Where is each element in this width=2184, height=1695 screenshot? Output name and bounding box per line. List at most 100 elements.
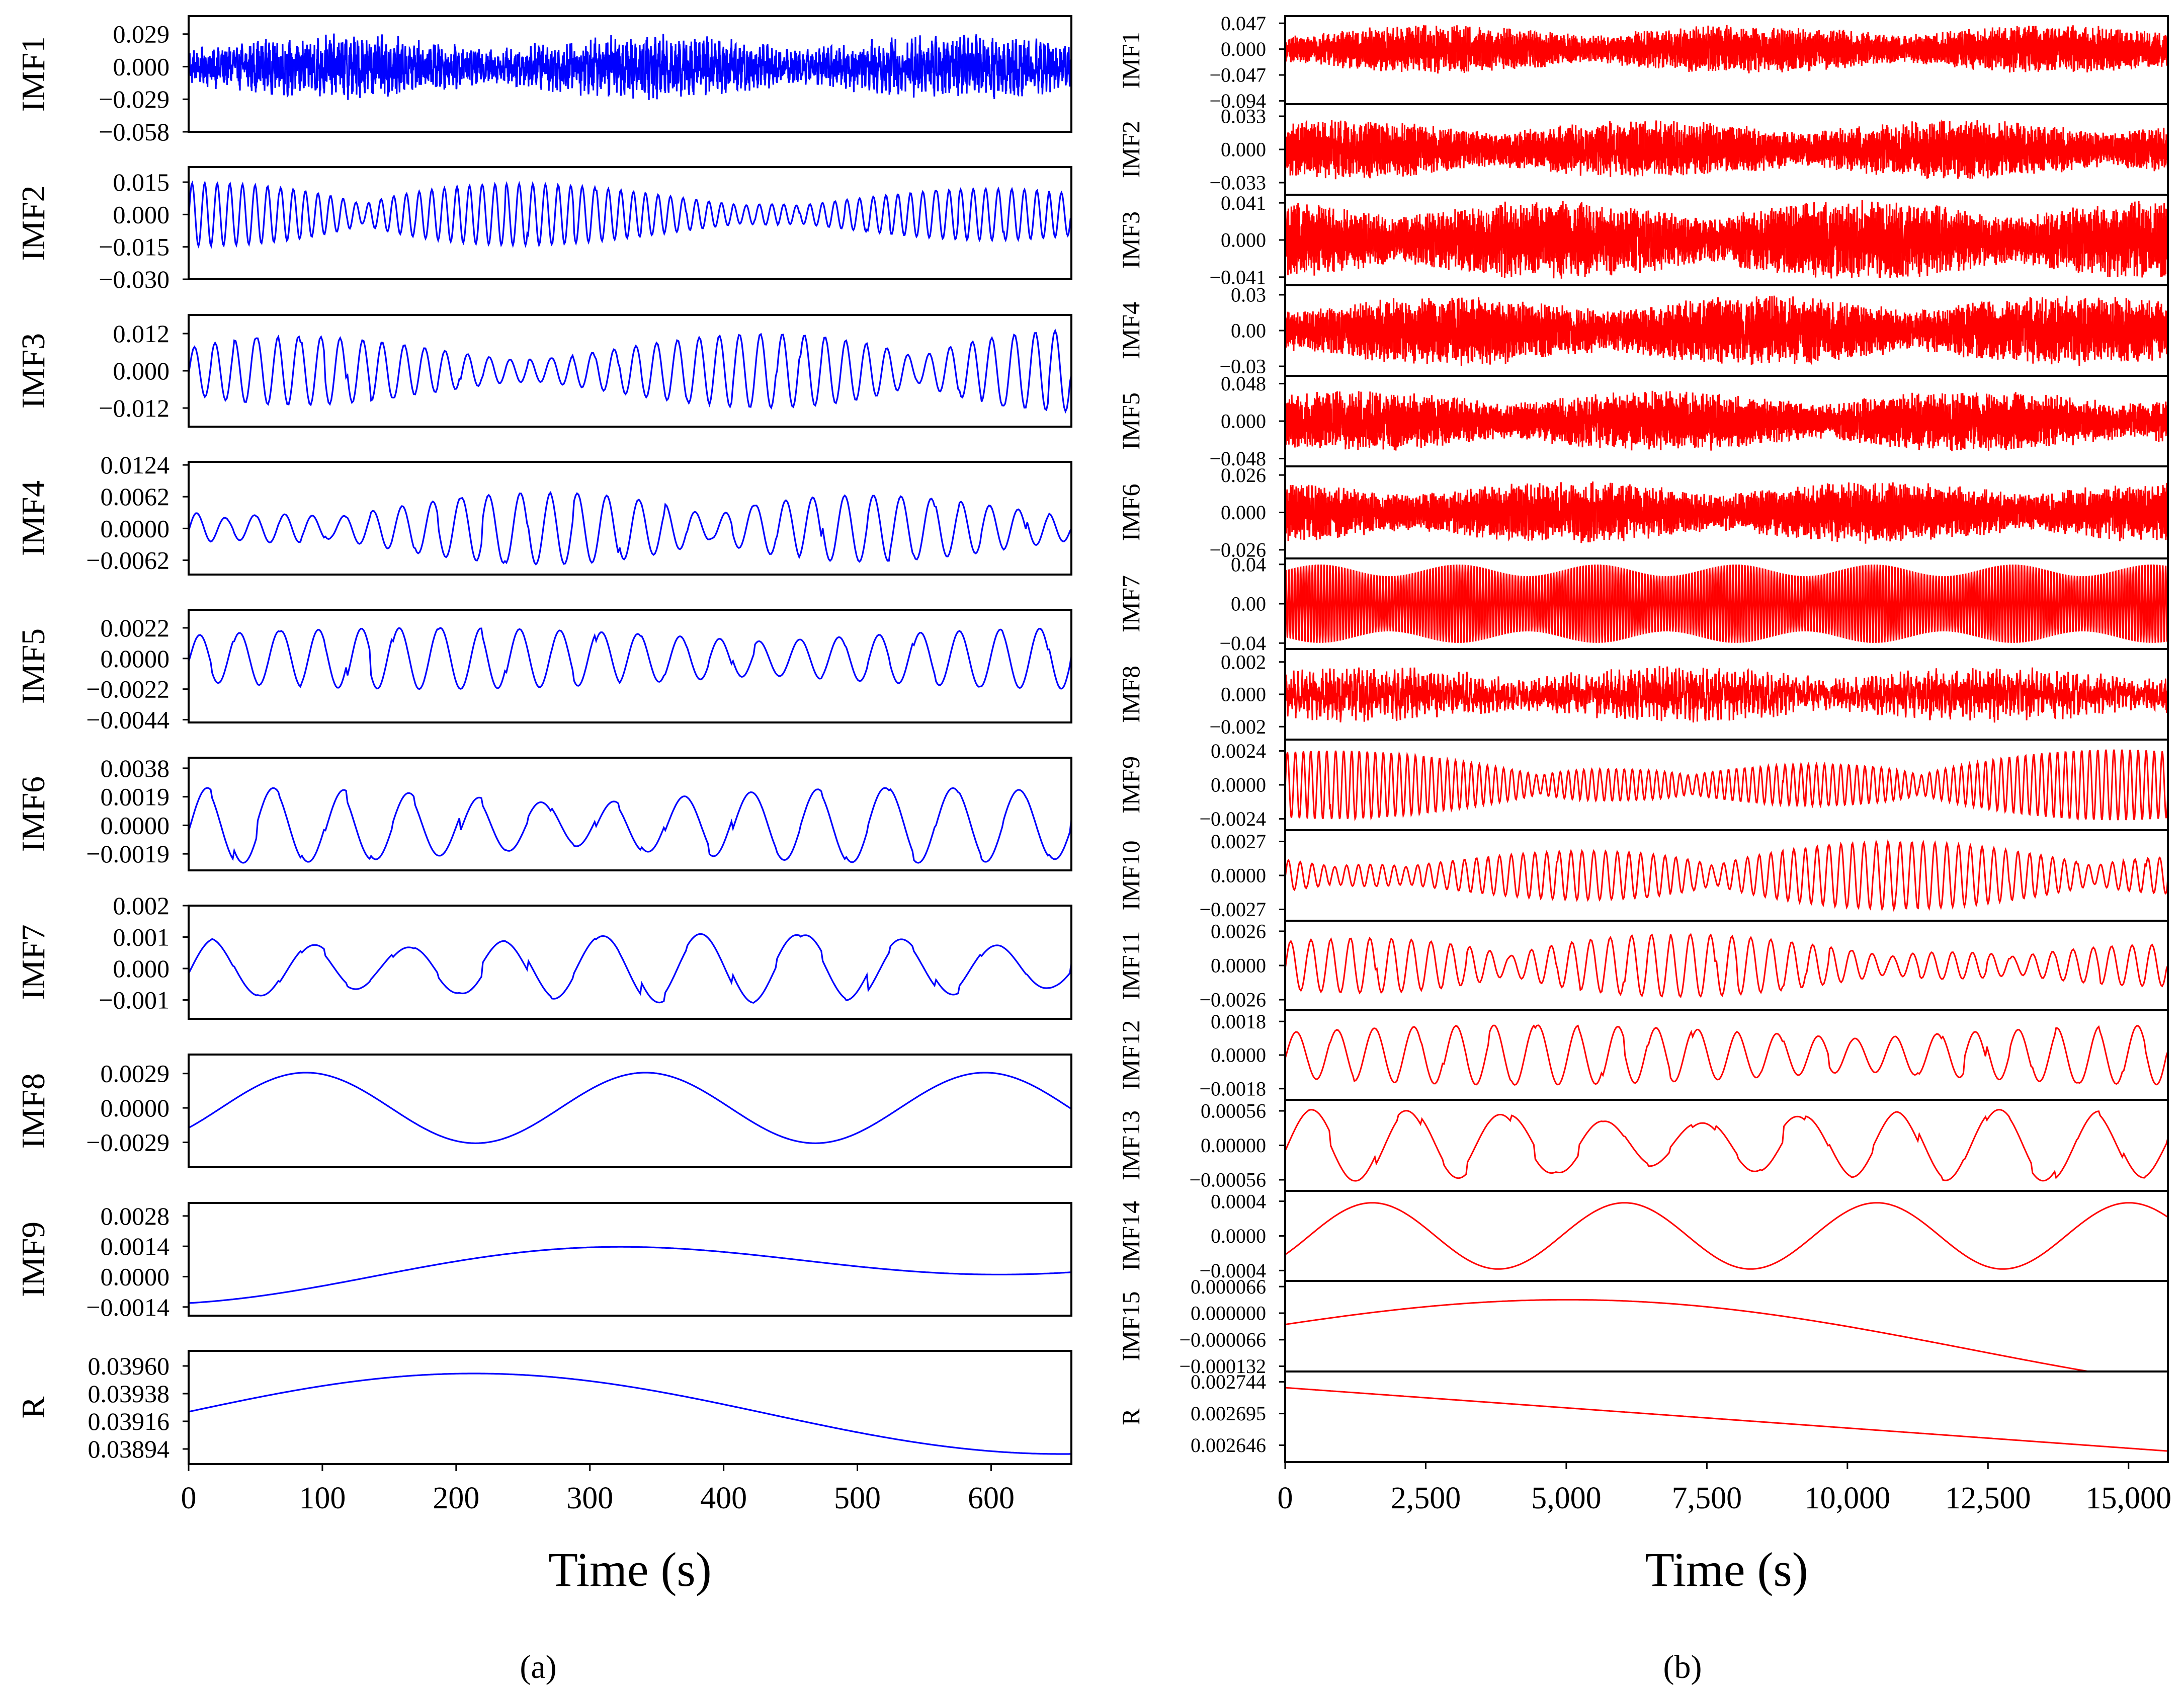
panel-frame — [1284, 1009, 2169, 1101]
x-tick-label: 15,000 — [2086, 1481, 2172, 1515]
series-line-imf6 — [189, 787, 1071, 864]
x-tick-label: 0 — [1278, 1481, 1293, 1515]
panel-frame — [188, 1350, 1072, 1465]
panel-label-imf5: IMF5 — [15, 628, 52, 704]
y-tick-label: −0.094 — [1209, 90, 1266, 112]
panel-imf8: 0.0029 0.0000 −0.0029 IMF8 — [15, 1054, 1072, 1168]
panel-label-imf1: IMF1 — [1117, 32, 1145, 89]
panel-label-r: R — [15, 1396, 52, 1418]
y-tick-label: 0.000 — [1221, 138, 1266, 161]
series-line-imf11 — [1285, 933, 2168, 998]
series-line-imf4 — [1285, 295, 2168, 366]
y-tick-label: −0.0026 — [1199, 989, 1266, 1011]
panel-frame — [188, 905, 1072, 1020]
x-tick-label: 0 — [181, 1481, 197, 1515]
y-tick-label: 0.04 — [1231, 553, 1266, 576]
panel-imf5: 0.048 0.000 −0.048 IMF5 — [1117, 372, 2169, 470]
y-tick-label: 0.048 — [1221, 372, 1266, 395]
y-tick-label: 0.012 — [113, 319, 170, 348]
panel-imf2: 0.015 0.000 −0.015 −0.030 IMF2 — [15, 166, 1072, 293]
series-line-imf3 — [189, 328, 1071, 414]
y-tick-label: 0.015 — [113, 168, 170, 196]
series-line-imf8 — [1285, 666, 2168, 723]
panel-label-imf4: IMF4 — [1117, 302, 1145, 359]
y-tick-label: −0.048 — [1209, 447, 1266, 470]
y-tick-label: −0.0022 — [86, 675, 170, 703]
panel-imf12: 0.0018 0.0000 −0.0018 IMF12 — [1117, 1009, 2169, 1101]
y-tick-label: 0.0000 — [1211, 864, 1266, 887]
y-tick-label: 0.0000 — [1211, 954, 1266, 977]
y-tick-label: 0.000000 — [1191, 1302, 1266, 1325]
series-line-imf7 — [1285, 564, 2168, 643]
series-line-imf10 — [1285, 839, 2168, 912]
y-tick-label: −0.0044 — [86, 705, 170, 734]
panel-imf8: 0.002 0.000 −0.002 IMF8 — [1117, 648, 2169, 741]
panel-imf11: 0.0026 0.0000 −0.0026 IMF11 — [1117, 920, 2169, 1011]
panel-label-imf9: IMF9 — [1117, 756, 1145, 814]
y-tick-label: 0.002646 — [1191, 1434, 1266, 1457]
panel-label-imf7: IMF7 — [1117, 575, 1145, 632]
panel-frame — [1284, 1190, 2169, 1282]
panel-label-imf6: IMF6 — [1117, 484, 1145, 541]
y-tick-label: 0.002 — [1221, 651, 1266, 673]
panel-imf2: 0.033 0.000 −0.033 IMF2 — [1117, 103, 2169, 196]
y-tick-label: −0.00056 — [1189, 1169, 1266, 1191]
y-tick-label: 0.00000 — [1201, 1134, 1266, 1157]
chart-a-blue-imf-decomposition: 0.029 0.000 −0.029 −0.058 IMF1 0.015 0.000 −0.0… — [15, 15, 1072, 1685]
series-line-imf1 — [189, 33, 1071, 100]
panel-label-imf1: IMF1 — [15, 36, 52, 112]
y-tick-label: 0.00 — [1231, 593, 1266, 615]
panel-imf9: 0.0024 0.0000 −0.0024 IMF9 — [1117, 739, 2169, 831]
y-tick-label: 0.0028 — [101, 1202, 170, 1230]
panel-label-imf5: IMF5 — [1117, 392, 1145, 450]
series-line-imf13 — [1285, 1109, 2168, 1182]
panel-imf7: 0.002 0.001 0.000 −0.001 IMF7 — [15, 892, 1072, 1020]
panel-frame — [188, 15, 1072, 133]
panel-imf3: 0.012 0.000 −0.012 IMF3 — [15, 314, 1072, 428]
series-line-imf15 — [1285, 1299, 2093, 1371]
y-tick-label: 0.000 — [1221, 229, 1266, 252]
y-tick-label: −0.001 — [99, 986, 170, 1014]
y-tick-label: −0.047 — [1209, 64, 1266, 87]
y-tick-label: 0.00 — [1231, 319, 1266, 342]
panel-label-imf3: IMF3 — [15, 333, 52, 409]
x-axis: 0 100 200 300 400 500 600 — [181, 1464, 1015, 1515]
y-tick-label: 0.03916 — [88, 1407, 170, 1435]
panel-imf1: 0.047 0.000 −0.047 −0.094 IMF1 — [1117, 12, 2169, 112]
panel-label-imf2: IMF2 — [15, 185, 52, 261]
y-tick-label: 0.000 — [1221, 38, 1266, 60]
x-tick-label: 7,500 — [1672, 1481, 1742, 1515]
panel-label-imf3: IMF3 — [1117, 211, 1145, 269]
y-tick-label: 0.000066 — [1191, 1275, 1266, 1298]
series-line-imf1 — [1285, 25, 2168, 74]
y-tick-label: 0.0022 — [101, 614, 170, 642]
x-axis-title: Time (s) — [548, 1543, 712, 1596]
panel-imf14: 0.0004 0.0000 −0.0004 IMF14 — [1117, 1190, 2169, 1282]
y-tick-label: 0.03 — [1231, 284, 1266, 306]
panel-imf13: 0.00056 0.00000 −0.00056 IMF13 — [1117, 1099, 2169, 1192]
y-tick-label: 0.033 — [1221, 105, 1266, 128]
y-tick-label: 0.029 — [113, 20, 170, 48]
panel-label-imf2: IMF2 — [1117, 121, 1145, 178]
panel-imf10: 0.0027 0.0000 −0.0027 IMF10 — [1117, 829, 2169, 922]
y-tick-label: −0.026 — [1209, 538, 1266, 561]
series-line-imf2 — [1285, 119, 2168, 180]
panel-label-imf12: IMF12 — [1117, 1020, 1145, 1090]
y-tick-label: 0.002695 — [1191, 1402, 1266, 1425]
y-tick-label: 0.002744 — [1191, 1370, 1266, 1393]
x-tick-label: 500 — [834, 1481, 881, 1515]
y-tick-label: −0.015 — [99, 233, 170, 261]
y-tick-label: 0.000 — [113, 954, 170, 983]
y-tick-label: −0.000066 — [1179, 1328, 1266, 1351]
y-tick-label: 0.0024 — [1211, 740, 1266, 762]
y-tick-label: 0.0000 — [101, 1262, 170, 1290]
panel-imf6: 0.026 0.000 −0.026 IMF6 — [1117, 464, 2169, 561]
panel-frame — [188, 166, 1072, 280]
panel-label-imf10: IMF10 — [1117, 841, 1145, 911]
subfigure-caption: (b) — [1663, 1649, 1702, 1685]
y-tick-label: 0.03938 — [88, 1380, 170, 1408]
series-line-imf3 — [1285, 200, 2168, 279]
chart-b-red-imf-decomposition: 0.0470.000−0.047−0.094IMF10.0330.000−0.0… — [1117, 12, 2171, 1685]
y-tick-label: 0.041 — [1221, 192, 1266, 214]
y-tick-label: −0.012 — [99, 394, 170, 422]
